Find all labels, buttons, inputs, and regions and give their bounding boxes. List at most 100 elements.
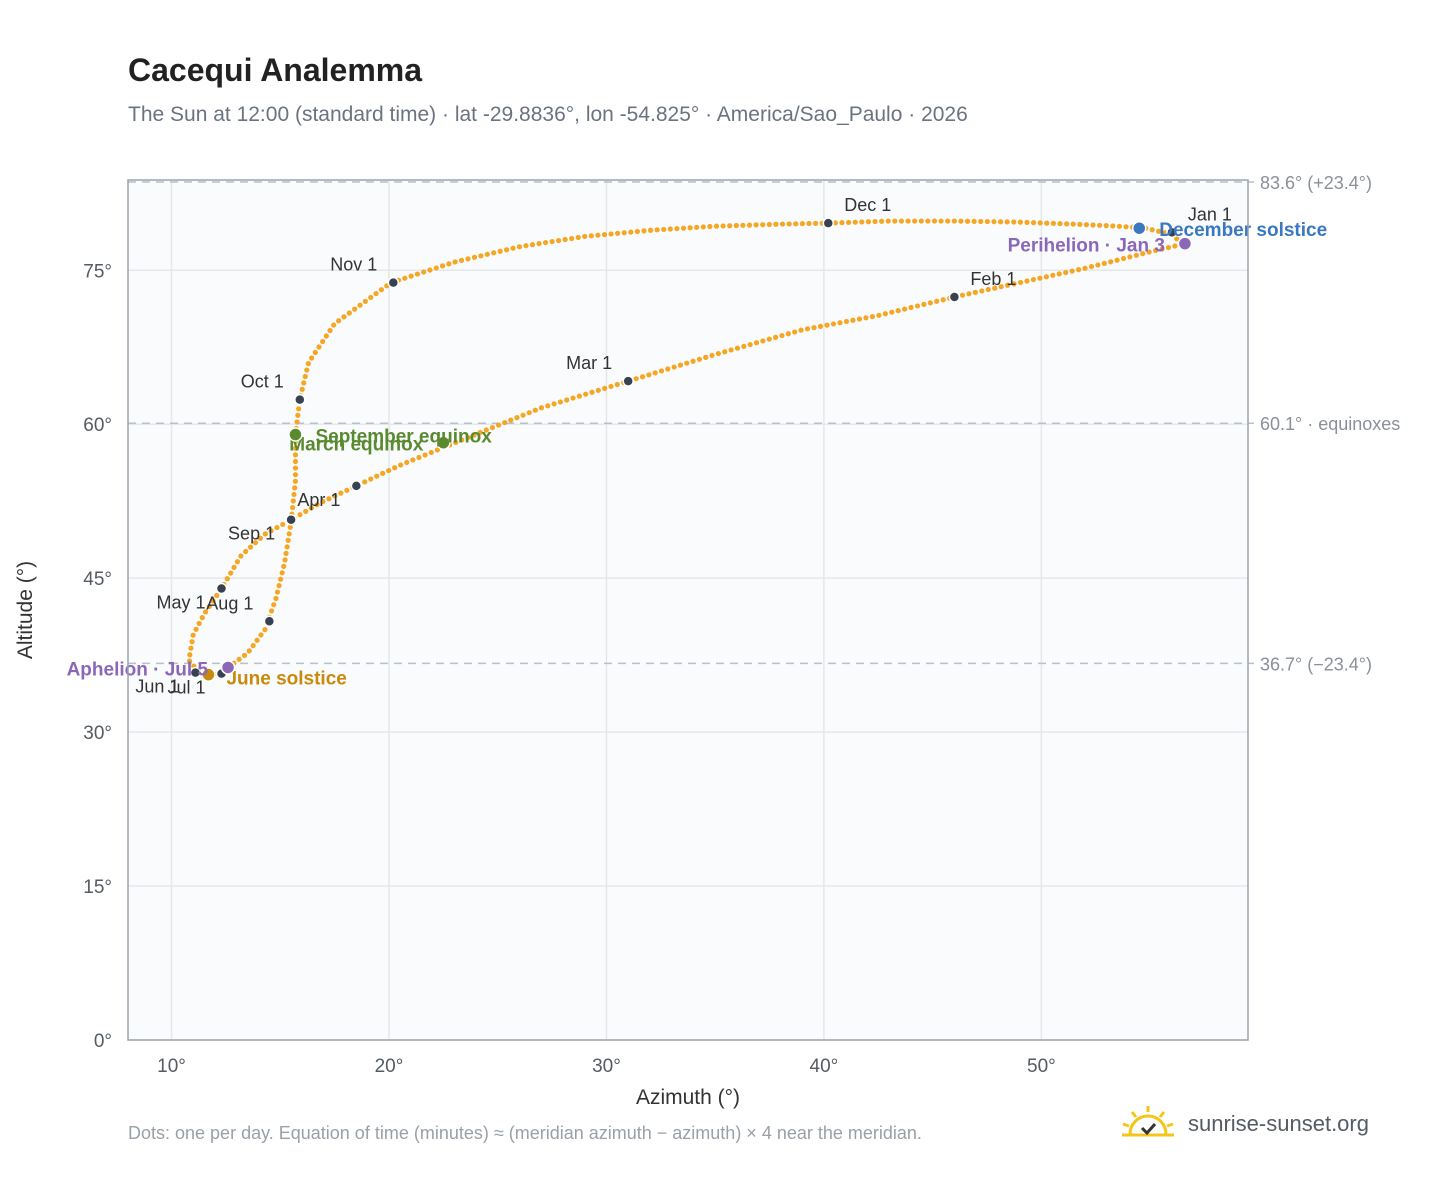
day-dot xyxy=(934,298,940,304)
day-dot xyxy=(206,603,212,610)
brand[interactable]: sunrise-sunset.org xyxy=(1120,1102,1369,1146)
day-dot xyxy=(1149,227,1155,233)
day-dot xyxy=(292,458,299,465)
day-dot xyxy=(557,399,564,405)
day-dot xyxy=(1030,276,1037,283)
day-dot xyxy=(368,294,374,301)
day-dot xyxy=(520,412,526,418)
day-dot xyxy=(257,535,263,541)
day-dot xyxy=(362,298,368,304)
day-dot xyxy=(299,386,305,392)
day-dot xyxy=(510,245,516,251)
day-dot xyxy=(1095,262,1101,268)
day-dot xyxy=(1069,268,1075,274)
day-dot xyxy=(295,412,301,418)
footnote: Dots: one per day. Equation of time (min… xyxy=(128,1123,922,1143)
day-dot xyxy=(641,228,647,234)
day-dot xyxy=(753,222,759,228)
day-dot xyxy=(859,219,865,225)
day-dot xyxy=(292,478,298,484)
day-dot xyxy=(1077,221,1083,228)
day-dot xyxy=(785,331,791,337)
event-marker xyxy=(220,660,236,675)
day-dot xyxy=(850,317,856,323)
day-dot xyxy=(250,642,256,649)
day-dot xyxy=(746,222,753,228)
day-dot xyxy=(1064,221,1070,227)
day-dot xyxy=(1127,254,1133,260)
day-dot xyxy=(562,236,568,243)
day-dot xyxy=(1057,221,1063,227)
day-dot xyxy=(1172,243,1178,249)
month-marker xyxy=(1166,226,1178,239)
day-dot xyxy=(292,485,298,491)
day-dot xyxy=(301,380,307,386)
month-marker-label: Nov 1 xyxy=(330,255,377,275)
day-dot xyxy=(608,231,614,237)
day-dot xyxy=(1165,244,1172,251)
day-dot xyxy=(471,254,478,260)
day-dot xyxy=(817,323,824,329)
day-dot xyxy=(1152,247,1159,254)
day-dot xyxy=(690,358,696,364)
day-dot xyxy=(262,531,268,537)
day-dot xyxy=(428,449,434,456)
day-dot xyxy=(839,220,845,226)
day-dot xyxy=(674,225,680,232)
day-dot xyxy=(595,387,601,393)
day-dot xyxy=(274,524,280,531)
day-dot xyxy=(588,233,594,239)
event-label: Perihelion · Jan 3 xyxy=(1008,236,1165,257)
day-dot xyxy=(320,498,326,505)
day-dot xyxy=(570,395,576,401)
day-dot xyxy=(477,429,483,436)
day-dot xyxy=(984,218,990,225)
day-dot xyxy=(236,656,242,662)
day-dot xyxy=(869,313,876,320)
day-dot xyxy=(309,355,315,361)
day-dot xyxy=(832,220,838,226)
day-dot xyxy=(292,465,299,471)
day-dot xyxy=(465,434,471,441)
day-dot xyxy=(231,564,237,570)
day-dot xyxy=(978,218,984,225)
brand-name: sunrise-sunset.org xyxy=(1188,1111,1369,1136)
day-dot xyxy=(516,244,523,250)
day-dot xyxy=(491,250,497,256)
day-dot xyxy=(536,241,542,247)
day-dot xyxy=(352,306,358,312)
day-dot xyxy=(262,627,268,633)
day-dot xyxy=(665,366,671,372)
day-dot xyxy=(459,437,465,443)
day-dot xyxy=(687,225,693,231)
day-dot xyxy=(927,300,933,306)
day-dot xyxy=(856,316,863,322)
day-dot xyxy=(583,391,589,397)
day-dot xyxy=(285,537,291,543)
day-dot xyxy=(336,318,342,324)
day-dot xyxy=(228,570,234,576)
day-dot xyxy=(202,609,209,615)
day-dot xyxy=(282,557,288,563)
day-dot xyxy=(427,267,433,273)
month-marker xyxy=(294,393,306,406)
day-dot xyxy=(720,223,726,229)
day-dot xyxy=(346,310,352,316)
day-dot xyxy=(408,273,414,279)
day-dot xyxy=(876,312,882,318)
day-dot xyxy=(421,269,427,275)
y-tick-label: 45° xyxy=(83,569,112,590)
day-dot xyxy=(304,367,310,373)
day-dot xyxy=(734,345,741,351)
day-dot xyxy=(410,457,416,463)
day-dot xyxy=(439,263,446,269)
day-dot xyxy=(193,626,199,632)
day-dot xyxy=(804,326,811,332)
day-dot xyxy=(667,226,673,232)
day-dot xyxy=(589,389,595,395)
day-dot xyxy=(320,338,326,345)
month-marker-label: Aug 1 xyxy=(206,593,253,613)
day-dot xyxy=(898,218,905,224)
day-dot xyxy=(1024,278,1030,284)
day-dot xyxy=(316,344,322,350)
